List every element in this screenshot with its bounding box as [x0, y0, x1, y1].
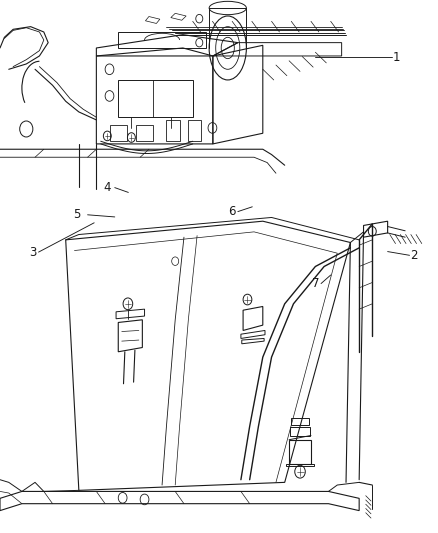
Text: 6: 6 — [228, 205, 236, 218]
Text: 7: 7 — [311, 277, 319, 290]
Text: 5: 5 — [73, 208, 80, 221]
Text: 4: 4 — [103, 181, 111, 194]
Text: 2: 2 — [410, 249, 418, 262]
Text: 3: 3 — [29, 246, 36, 259]
Text: 1: 1 — [392, 51, 400, 63]
